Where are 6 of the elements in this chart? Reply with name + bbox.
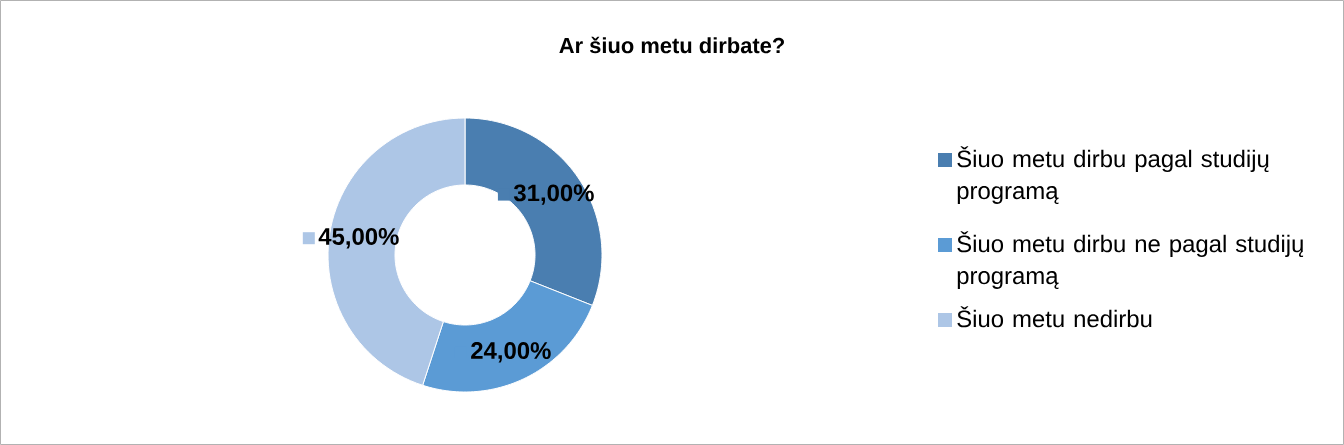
chart-title: Ar šiuo metu dirbate? (559, 36, 784, 54)
legend-label: Šiuo metu dirbu pagal studijų programą (957, 146, 1269, 204)
legend-label: Šiuo metu dirbu ne pagal studijų programą (957, 231, 1304, 289)
data-label: 45,00% (318, 228, 399, 249)
legend-label: Šiuo metu nedirbu (957, 306, 1152, 328)
data-label: 24,00% (471, 342, 551, 363)
